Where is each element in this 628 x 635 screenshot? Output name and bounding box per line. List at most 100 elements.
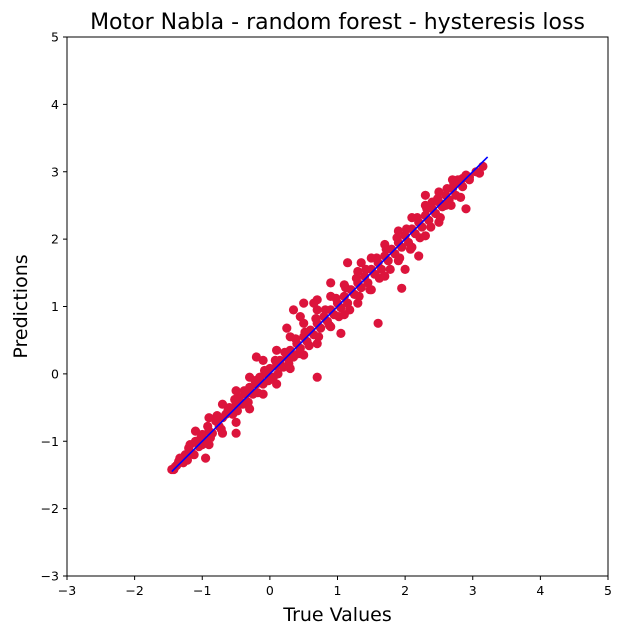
data-point: [407, 242, 417, 252]
data-point: [304, 341, 314, 351]
data-point: [397, 283, 407, 293]
data-point: [326, 291, 336, 301]
data-point: [170, 462, 180, 472]
data-point: [336, 328, 346, 338]
data-point: [320, 305, 330, 315]
data-point: [282, 323, 292, 333]
data-point: [299, 350, 309, 360]
data-point: [185, 440, 195, 450]
y-tick-label: −3: [41, 569, 59, 584]
data-point: [326, 278, 336, 288]
data-point: [442, 184, 452, 194]
data-point: [300, 327, 310, 337]
y-tick-label: 5: [51, 30, 59, 45]
data-point: [376, 264, 387, 274]
y-tick-label: −1: [41, 434, 59, 449]
x-tick-label: −2: [125, 583, 143, 598]
data-point: [201, 453, 211, 463]
data-point: [295, 312, 305, 322]
data-point: [245, 372, 255, 382]
data-point: [309, 298, 319, 308]
data-point: [190, 426, 201, 436]
points-layer: [167, 161, 488, 475]
y-axis-title: Predictions: [10, 254, 32, 358]
data-point: [285, 363, 295, 374]
data-point: [280, 347, 290, 357]
data-point: [361, 264, 371, 274]
data-point: [217, 428, 228, 438]
data-point: [231, 428, 241, 438]
data-point: [299, 298, 309, 308]
data-point: [385, 264, 395, 274]
data-point: [326, 322, 336, 332]
data-point: [449, 179, 459, 189]
data-point: [417, 222, 427, 232]
y-tick-label: 4: [51, 97, 59, 112]
data-point: [407, 213, 417, 223]
x-tick-label: 5: [604, 583, 612, 598]
data-point: [212, 411, 222, 421]
data-point: [420, 190, 430, 200]
x-tick-label: 3: [469, 583, 477, 598]
data-point: [272, 379, 282, 389]
y-tick-label: 1: [51, 299, 59, 314]
data-point: [312, 339, 322, 349]
data-point: [204, 440, 214, 450]
y-tick-label: 3: [51, 164, 59, 179]
data-point: [393, 256, 403, 266]
data-point: [458, 173, 468, 184]
data-point: [339, 310, 349, 320]
data-point: [471, 167, 481, 177]
x-axis-ticks: −3 −2 −1 0 1 2 3 4 5: [58, 576, 612, 598]
data-point: [366, 253, 376, 263]
data-point: [312, 372, 322, 382]
data-point: [311, 314, 321, 324]
x-tick-label: 4: [536, 583, 544, 598]
data-point: [312, 305, 322, 315]
data-point: [400, 264, 410, 274]
x-tick-label: −3: [58, 583, 76, 598]
data-point: [259, 365, 270, 376]
data-point: [383, 256, 393, 266]
data-point: [420, 231, 430, 241]
data-point: [217, 399, 228, 409]
data-point: [373, 318, 383, 328]
data-point: [434, 217, 444, 227]
data-point: [230, 394, 240, 405]
reference-line: [171, 156, 489, 473]
data-point: [339, 280, 349, 290]
x-tick-label: 2: [401, 583, 409, 598]
data-point: [366, 285, 376, 295]
data-point: [197, 440, 207, 450]
y-tick-label: −2: [41, 501, 59, 516]
data-point: [316, 323, 326, 333]
data-point: [427, 197, 437, 207]
data-point: [420, 200, 430, 210]
data-point: [456, 192, 466, 202]
data-point: [434, 187, 444, 197]
data-point: [239, 386, 249, 396]
data-point: [204, 413, 214, 423]
data-point: [380, 239, 390, 250]
data-point: [343, 258, 353, 268]
data-point: [356, 258, 366, 268]
data-point: [353, 298, 363, 308]
data-point: [232, 406, 242, 416]
plot-area: [66, 36, 609, 577]
x-axis-title: True Values: [282, 604, 391, 626]
x-tick-label: −1: [193, 583, 211, 598]
y-axis-ticks: −3 −2 −1 0 1 2 3 4 5: [41, 30, 67, 584]
data-point: [426, 222, 436, 232]
data-point: [288, 305, 299, 315]
data-point: [414, 251, 424, 261]
data-point: [231, 417, 241, 427]
x-tick-label: 1: [334, 583, 342, 598]
y-tick-label: 0: [51, 366, 59, 381]
data-point: [272, 345, 282, 355]
chart-title: Motor Nabla - random forest - hysteresis…: [90, 10, 585, 35]
data-point: [461, 204, 471, 214]
data-point: [231, 386, 241, 396]
data-point: [270, 355, 280, 365]
data-point: [258, 389, 268, 399]
